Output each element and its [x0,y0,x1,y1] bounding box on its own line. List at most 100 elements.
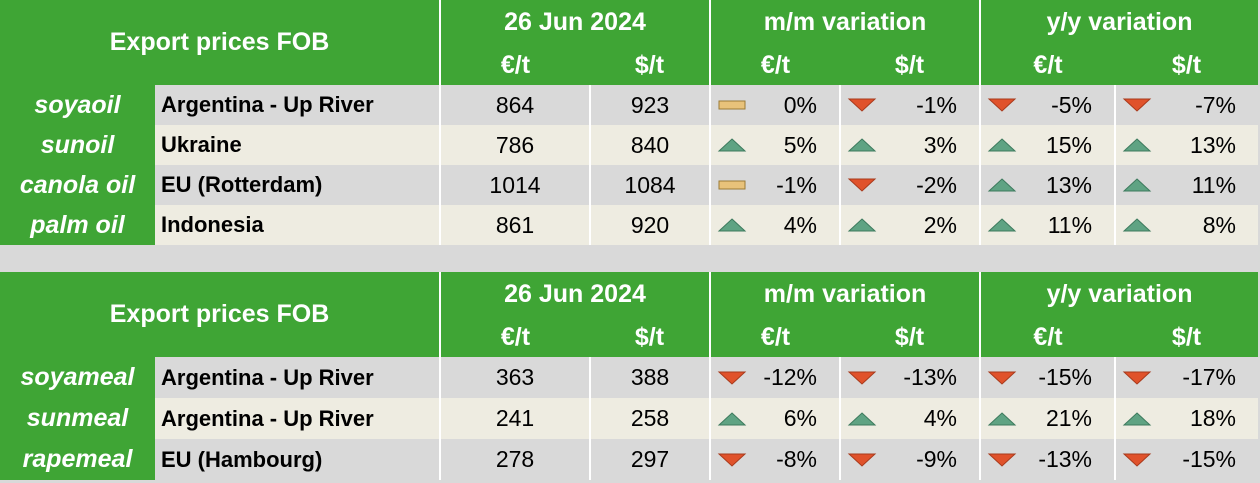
change-value: 8% [1202,211,1237,238]
change-value: 5% [783,131,818,158]
data-row: soyaoil Argentina - Up River 864 923 0% -1% -5… [0,85,1259,125]
trend-icon [1122,218,1152,232]
price: 923 [588,85,711,125]
trend-icon [847,138,877,152]
header-row: Export prices FOB 26 Jun 2024 m/m variatio… [0,272,1259,357]
change-cell: 15% [982,131,1114,159]
price-table: Export prices FOB 26 Jun 2024 m/m variatio… [0,0,1259,245]
change-value: 2% [923,211,958,238]
trend-icon [717,138,747,152]
unit: $/t [840,317,981,357]
unit: €/t [439,317,590,357]
header-title: Export prices FOB [0,272,440,357]
trend-icon [847,371,877,385]
change-cell: 18% [1117,405,1258,432]
change-cell: -2% [842,171,979,199]
header-mm: m/m variation [709,272,981,317]
change-cell: -13% [982,446,1114,473]
price: 864 [439,85,590,125]
change: 13% [1114,125,1259,165]
change-cell: 4% [842,405,979,432]
change: 4% [839,398,981,439]
trend-icon [717,411,747,425]
trend-icon [1122,411,1152,425]
change: -13% [979,439,1116,480]
trend-icon [987,218,1017,232]
change: 4% [709,205,841,245]
unit: €/t [979,45,1116,85]
data-row: canola oil EU (Rotterdam) 1014 1084 -1% -2% 13… [0,165,1259,205]
change-value: 13% [1189,131,1237,158]
trend-icon [717,453,747,467]
change: 8% [1114,205,1259,245]
change: 11% [1114,165,1259,205]
change-cell: 6% [712,405,839,432]
change-cell: -9% [842,446,979,473]
price: 278 [439,439,590,480]
trend-icon [847,411,877,425]
change: -12% [709,357,841,398]
change: 21% [979,398,1116,439]
change-value: -2% [916,171,958,198]
price: 297 [588,439,711,480]
change: 11% [979,205,1116,245]
origin: Indonesia [155,205,440,245]
unit: $/t [590,317,711,357]
change-value: -8% [776,446,818,472]
trend-icon [717,371,747,385]
change-value: -9% [916,446,958,472]
change-value: 11% [1047,211,1093,238]
trend-icon [847,453,877,467]
change: 15% [979,125,1116,165]
change: -17% [1114,357,1259,398]
change-cell: -15% [1117,446,1258,473]
price: 920 [588,205,711,245]
trend-icon [987,453,1017,467]
header-date: 26 Jun 2024 [438,0,711,45]
change-value: -15% [1038,364,1093,390]
change: -5% [979,85,1116,125]
change: -2% [839,165,981,205]
change-cell: 3% [842,131,979,159]
origin: Argentina - Up River [155,85,440,125]
trend-icon [987,371,1017,385]
data-row: sunoil Ukraine 786 840 5% 3% 15% 13% [0,125,1259,165]
product: soyameal [0,357,155,398]
change-cell: 8% [1117,211,1258,239]
header-row: Export prices FOB 26 Jun 2024 m/m variatio… [0,0,1259,85]
change: 6% [709,398,841,439]
change: -15% [1114,439,1259,480]
trend-icon [847,218,877,232]
change-cell: -5% [982,92,1114,119]
unit: €/t [709,317,841,357]
change-value: 18% [1189,405,1237,431]
trend-icon [1122,178,1152,192]
change-value: 15% [1045,131,1093,158]
header-title: Export prices FOB [0,0,440,85]
change-value: 3% [923,131,958,158]
change: -8% [709,439,841,480]
change-cell: -7% [1117,92,1258,119]
change: -15% [979,357,1116,398]
change: 2% [839,205,981,245]
change-cell: 5% [712,131,839,159]
price-table: Export prices FOB 26 Jun 2024 m/m variatio… [0,272,1259,480]
data-row: palm oil Indonesia 861 920 4% 2% 11% 8% [0,205,1259,245]
change-value: 0% [783,91,818,118]
units-row: €/t $/t €/t $/t €/t $/t [0,317,1259,357]
product: soyaoil [0,85,155,125]
unit: $/t [1115,45,1259,85]
data-row: soyameal Argentina - Up River 363 388 -12% -1… [0,357,1259,398]
unit: $/t [1115,317,1259,357]
price: 840 [588,125,711,165]
trend-icon [847,178,877,192]
change-cell: 2% [842,211,979,239]
change-value: -1% [776,171,818,198]
change: 13% [979,165,1116,205]
unit: $/t [840,45,981,85]
origin: Argentina - Up River [155,398,440,439]
unit: €/t [979,317,1116,357]
change-cell: 11% [982,211,1114,239]
trend-icon [847,98,877,112]
